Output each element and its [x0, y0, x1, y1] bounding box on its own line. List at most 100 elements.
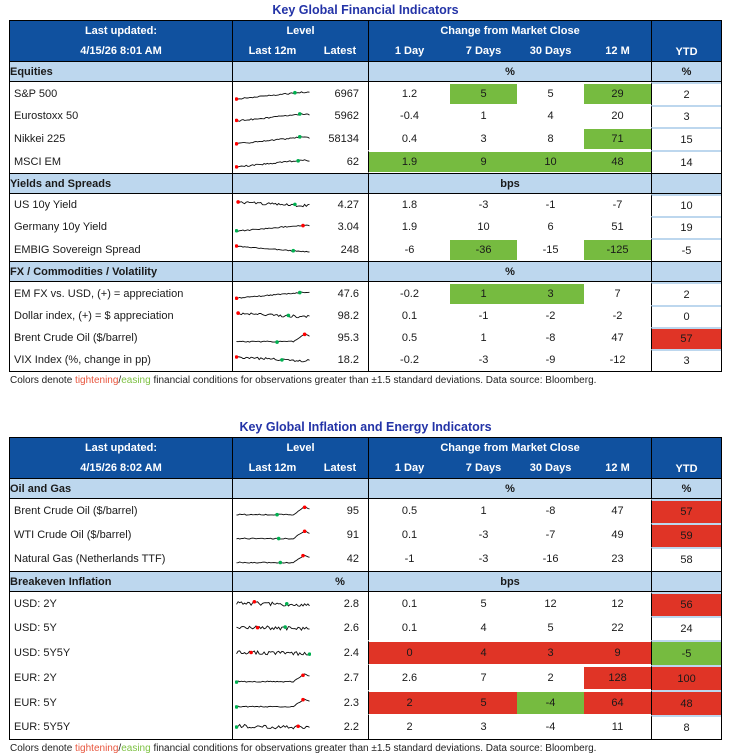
ytd-cell: 24	[651, 616, 722, 640]
change-cell: 128	[584, 665, 652, 690]
change-cell: -15	[542, 243, 559, 256]
section-spark-cell	[232, 571, 312, 592]
section-row: FX / Commodities / Volatility%	[10, 261, 722, 282]
section-latest-unit	[312, 173, 369, 194]
section-latest-unit: %	[312, 571, 369, 592]
section-ytd-unit	[651, 173, 722, 194]
ytd-cell: 14	[651, 150, 722, 173]
row-label: WTI Crude Oil ($/barrel)	[14, 529, 132, 541]
change-cell: -12	[609, 354, 626, 366]
change-cell: 9	[584, 640, 652, 665]
section-change-unit: %	[368, 478, 652, 499]
row-label: VIX Index (%, change in pp)	[14, 354, 151, 366]
table-row: WTI Crude Oil ($/barrel) 91 0.1 -3 -7 49 59	[10, 523, 722, 547]
change-cell: 12	[544, 598, 557, 610]
change-cell: 3	[517, 282, 585, 305]
table-title: Key Global Inflation and Energy Indicato…	[239, 420, 492, 434]
ytd-cell: 0	[651, 305, 722, 327]
indicators-table: Last updated: Level Change from Market Clo…	[9, 437, 723, 740]
change-cell: 0	[368, 640, 451, 665]
last-updated-value: 4/15/26 8:01 AM	[10, 41, 232, 61]
change-cell: 1.9	[368, 216, 450, 238]
day-col-header: 30 Days	[517, 458, 585, 478]
latest-value: 62	[346, 155, 360, 168]
row-label: EUR: 5Y	[14, 696, 57, 709]
row-label: EMBIG Sovereign Spread	[14, 243, 141, 256]
change-cell: 9	[450, 150, 518, 173]
latest-value: 91	[346, 529, 360, 541]
sparkline	[232, 690, 312, 715]
change-cell: 0.5	[368, 327, 450, 349]
change-cell: 8	[547, 132, 554, 145]
change-cell: 64	[584, 690, 652, 715]
table-row: Nikkei 225 58134 0.4 3 8 71 15	[10, 127, 722, 150]
row-label: US 10y Yield	[14, 199, 77, 211]
change-header: Change from Market Close	[368, 21, 652, 41]
change-cell: 4	[480, 622, 487, 634]
day-col-header: 30 Days	[517, 41, 585, 61]
change-cell: -6	[368, 238, 450, 261]
table-row: EUR: 5Y 2.3 2 5 -4 64 48	[10, 690, 722, 715]
change-cell: 5	[450, 82, 518, 105]
table-row: US 10y Yield 4.27 1.8 -3 -1 -7 10	[10, 194, 722, 216]
section-spark-cell	[232, 261, 312, 282]
last-updated-label: Last updated:	[10, 21, 232, 41]
day-col-header: 7 Days	[450, 458, 518, 478]
sparkline	[232, 150, 312, 173]
row-label: Eurostoxx 50	[14, 110, 79, 122]
change-cell: -0.2	[368, 282, 450, 305]
change-cell: 5	[480, 598, 487, 610]
footnote-tightening: tightening	[75, 743, 119, 754]
change-cell: 1	[480, 505, 487, 517]
ytd-cell: -5	[651, 640, 722, 665]
section-spark-cell	[232, 173, 312, 194]
table-row: EUR: 2Y 2.7 2.6 7 2 128 100	[10, 665, 722, 690]
last12m-header: Last 12m	[232, 458, 312, 478]
ytd-cell: 57	[651, 499, 722, 523]
change-cell: 1.2	[368, 82, 450, 105]
ytd-cell: 58	[651, 547, 722, 571]
change-cell: 1	[480, 110, 487, 122]
latest-value: 2.2	[343, 721, 360, 733]
change-cell: 2	[368, 690, 451, 715]
latest-value: 248	[340, 243, 360, 256]
latest-value: 4.27	[337, 199, 360, 211]
section-ytd-unit: %	[651, 61, 722, 82]
change-cell: -1	[545, 199, 556, 211]
change-cell: 7	[480, 671, 487, 684]
change-cell: -3	[478, 354, 489, 366]
section-latest-unit	[312, 478, 369, 499]
latest-value: 47.6	[337, 287, 360, 300]
indicators-table: Last updated: Level Change from Market Clo…	[9, 20, 723, 372]
footnote-text: Colors denote	[10, 743, 76, 754]
table-row: Germany 10y Yield 3.04 1.9 10 6 51 19	[10, 216, 722, 238]
level-header: Level	[232, 21, 369, 41]
change-cell: -4	[545, 721, 556, 733]
table-block: Key Global Inflation and Energy Indicato…	[9, 417, 730, 754]
change-cell: 2.6	[368, 665, 450, 690]
section-latest-unit	[312, 61, 369, 82]
section-ytd-unit	[651, 571, 722, 592]
footnote-easing: easing	[121, 375, 151, 386]
ytd-header: YTD	[651, 438, 722, 478]
sparkline	[232, 305, 312, 327]
change-cell: 48	[584, 150, 652, 173]
change-cell: 0.1	[368, 523, 450, 547]
table-row: Eurostoxx 50 5962 -0.4 1 4 20 3	[10, 105, 722, 127]
change-cell: 51	[611, 221, 624, 233]
latest-value: 18.2	[337, 354, 360, 366]
sparkline	[232, 640, 312, 665]
row-label: EM FX vs. USD, (+) = appreciation	[14, 287, 184, 300]
change-cell: 0.1	[368, 305, 450, 327]
last12m-header: Last 12m	[232, 41, 312, 61]
change-cell: 1	[450, 282, 518, 305]
change-cell: 0.1	[368, 592, 450, 616]
change-cell: 47	[611, 505, 624, 517]
row-label: S&P 500	[14, 87, 58, 100]
latest-value: 2.7	[343, 671, 360, 684]
latest-value: 98.2	[337, 310, 360, 322]
change-cell: -9	[545, 354, 556, 366]
change-cell: -36	[450, 238, 518, 261]
ytd-header: YTD	[651, 21, 722, 61]
sparkline	[232, 616, 312, 640]
